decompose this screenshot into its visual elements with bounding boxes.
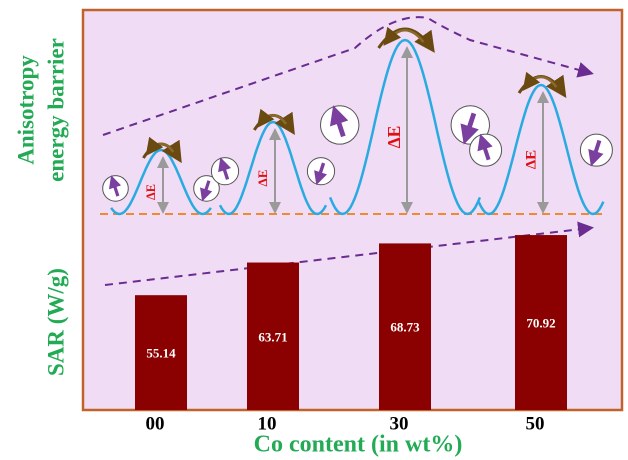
- delta-e-label: ΔE: [255, 169, 270, 186]
- upper-title: energy barrier: [43, 38, 68, 182]
- spin-arrow: [477, 133, 493, 161]
- x-tick-label: 10: [258, 413, 277, 434]
- energy-curve: [477, 83, 605, 216]
- value-label: 70.92: [526, 316, 555, 331]
- y-axis-title: SAR (W/g): [43, 268, 68, 376]
- x-tick-label: 30: [390, 413, 409, 434]
- spin-arrow: [314, 162, 328, 186]
- value-label: 55.14: [146, 346, 176, 361]
- spin-arrow: [218, 157, 232, 180]
- bar: [379, 243, 431, 410]
- delta-e-label: ΔE: [144, 184, 158, 200]
- rotation-arrow: [522, 71, 558, 91]
- energy-curve: [328, 38, 482, 216]
- rotation-arrow: [145, 136, 175, 156]
- x-tick-label: 50: [526, 413, 545, 434]
- x-tick-label: 00: [146, 413, 165, 434]
- spin-arrow: [200, 180, 213, 202]
- spin-arrow: [460, 112, 479, 145]
- spin-arrow: [588, 139, 604, 167]
- bar: [247, 262, 299, 410]
- bar: [515, 235, 567, 410]
- value-label: 63.71: [258, 329, 287, 344]
- value-label: 68.73: [390, 320, 420, 335]
- delta-e-label: ΔE: [384, 126, 404, 149]
- upper-title: Anisotropy: [13, 55, 38, 165]
- trend-arrow: [102, 16, 594, 136]
- bar: [135, 295, 187, 410]
- spin-arrow: [108, 175, 122, 197]
- trend-arrow: [104, 221, 594, 286]
- rotation-arrow: [256, 108, 288, 128]
- x-axis-title: Co content (in wt%): [254, 432, 463, 458]
- rotation-arrow: [383, 26, 425, 46]
- spin-arrow: [329, 105, 349, 138]
- delta-e-label: ΔE: [523, 150, 539, 169]
